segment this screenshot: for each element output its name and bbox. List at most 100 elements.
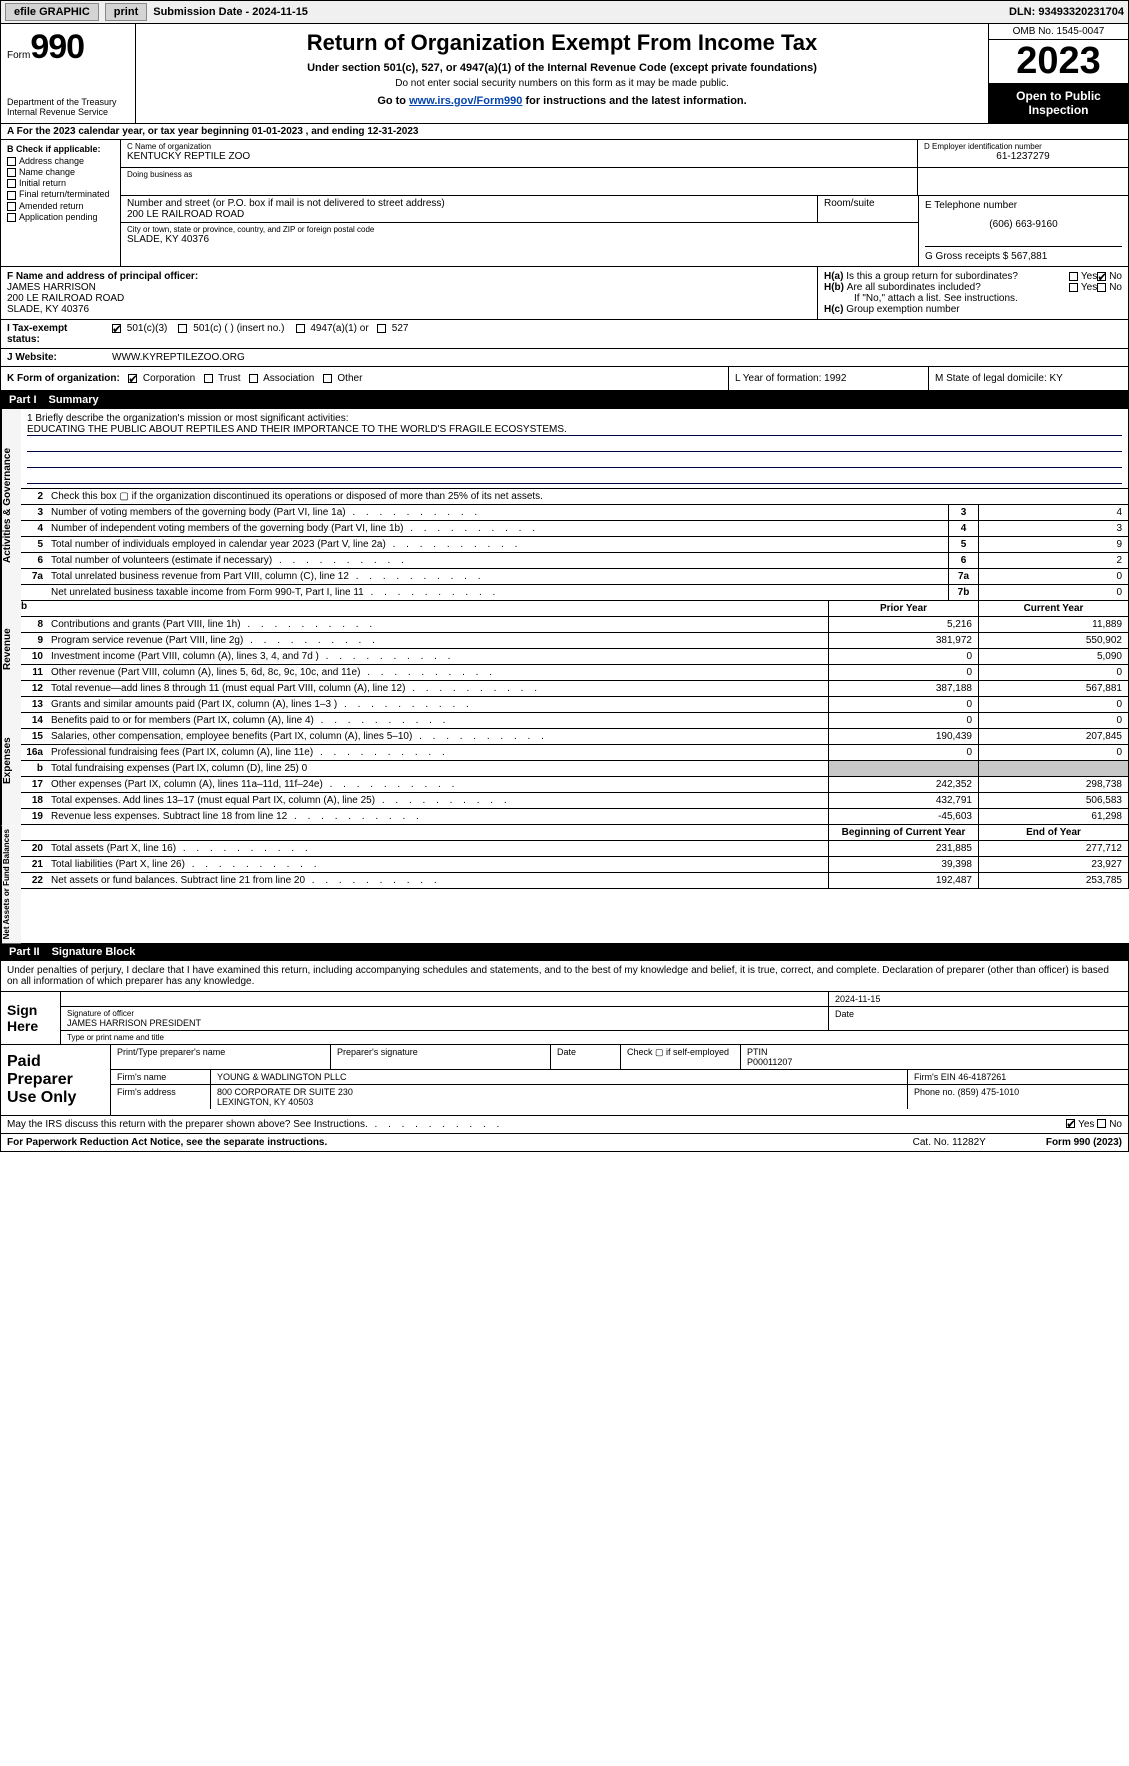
top-toolbar: efile GRAPHIC print Submission Date - 20… xyxy=(0,0,1129,24)
room-label: Room/suite xyxy=(824,198,912,209)
sign-here-block: Sign Here 2024-11-15 Signature of office… xyxy=(0,992,1129,1045)
form-org-row: K Form of organization: Corporation Trus… xyxy=(0,367,1129,391)
goto-link[interactable]: www.irs.gov/Form990 xyxy=(409,95,522,107)
taxexempt-label: I Tax-exempt status: xyxy=(1,320,106,348)
hb-yes[interactable] xyxy=(1069,283,1078,292)
chk-4947[interactable] xyxy=(296,324,305,333)
discuss-no[interactable] xyxy=(1097,1119,1106,1128)
data-row: 8Contributions and grants (Part VIII, li… xyxy=(21,617,1129,633)
preparer-label: Paid Preparer Use Only xyxy=(1,1045,111,1115)
gov-section: Activities & Governance 1 Briefly descri… xyxy=(0,409,1129,601)
state-domicile: M State of legal domicile: KY xyxy=(928,367,1128,390)
data-row: bTotal fundraising expenses (Part IX, co… xyxy=(21,761,1129,777)
year-formation: L Year of formation: 1992 xyxy=(728,367,928,390)
goto-post: for instructions and the latest informat… xyxy=(522,95,746,107)
dln-label: DLN: 93493320231704 xyxy=(1009,6,1124,18)
chk-amended[interactable] xyxy=(7,202,16,211)
firm-ein: 46-4187261 xyxy=(958,1072,1006,1082)
gross-value: 567,881 xyxy=(1011,251,1047,262)
type-name-lab: Type or print name and title xyxy=(61,1031,170,1044)
chk-other[interactable] xyxy=(323,374,332,383)
col-b: b xyxy=(21,601,47,616)
footer-right: Form 990 (2023) xyxy=(1046,1137,1122,1148)
form-prefix: Form xyxy=(7,50,30,61)
side-net: Net Assets or Fund Balances xyxy=(1,825,21,943)
hb-no[interactable] xyxy=(1097,283,1106,292)
officer-city: SLADE, KY 40376 xyxy=(7,304,811,315)
addr-value: 200 LE RAILROAD ROAD xyxy=(127,209,811,220)
hc-label: Group exemption number xyxy=(846,304,959,315)
efile-badge: efile GRAPHIC xyxy=(5,3,99,21)
addr-label: Number and street (or P.O. box if mail i… xyxy=(127,198,811,209)
print-button[interactable]: print xyxy=(105,3,147,21)
part1-header: Part I Summary xyxy=(0,391,1129,409)
col-current: Current Year xyxy=(978,601,1128,616)
data-row: 13Grants and similar amounts paid (Part … xyxy=(21,697,1129,713)
perjury-declaration: Under penalties of perjury, I declare th… xyxy=(0,961,1129,992)
org-name-label: C Name of organization xyxy=(127,142,911,151)
tel-label: E Telephone number xyxy=(925,200,1122,211)
gov-row: Net unrelated business taxable income fr… xyxy=(21,585,1129,601)
open-inspection: Open to Public Inspection xyxy=(989,83,1128,123)
ha-no[interactable] xyxy=(1097,272,1106,281)
gov-row: 4Number of independent voting members of… xyxy=(21,521,1129,537)
data-row: 15Salaries, other compensation, employee… xyxy=(21,729,1129,745)
data-row: 20Total assets (Part X, line 16)231,8852… xyxy=(21,841,1129,857)
chk-address[interactable] xyxy=(7,157,16,166)
chk-assoc[interactable] xyxy=(249,374,258,383)
gov-row: 7aTotal unrelated business revenue from … xyxy=(21,569,1129,585)
footer-left: For Paperwork Reduction Act Notice, see … xyxy=(7,1137,327,1148)
col-end: End of Year xyxy=(978,825,1128,840)
city-label: City or town, state or province, country… xyxy=(127,225,912,234)
dba-label: Doing business as xyxy=(127,170,911,179)
chk-pending[interactable] xyxy=(7,213,16,222)
ha-yes[interactable] xyxy=(1069,272,1078,281)
prep-sig-lab: Preparer's signature xyxy=(331,1045,551,1069)
data-row: 10Investment income (Part VIII, column (… xyxy=(21,649,1129,665)
officer-name: JAMES HARRISON xyxy=(7,282,811,293)
dept-irs: Internal Revenue Service xyxy=(7,107,129,117)
chk-527[interactable] xyxy=(377,324,386,333)
discuss-text: May the IRS discuss this return with the… xyxy=(7,1119,1066,1130)
data-row: 22Net assets or fund balances. Subtract … xyxy=(21,873,1129,889)
side-exp: Expenses xyxy=(1,697,21,825)
firm-addr2: LEXINGTON, KY 40503 xyxy=(217,1097,313,1107)
exp-section: Expenses 13Grants and similar amounts pa… xyxy=(0,697,1129,825)
prep-selfemp: Check ▢ if self-employed xyxy=(621,1045,741,1069)
mission-label: 1 Briefly describe the organization's mi… xyxy=(27,413,1122,424)
discuss-yes[interactable] xyxy=(1066,1119,1075,1128)
side-gov: Activities & Governance xyxy=(1,409,21,601)
net-section: Net Assets or Fund Balances Beginning of… xyxy=(0,825,1129,943)
officer-label: F Name and address of principal officer: xyxy=(7,271,811,282)
firm-addr1: 800 CORPORATE DR SUITE 230 xyxy=(217,1087,353,1097)
chk-corp[interactable] xyxy=(128,374,137,383)
chk-trust[interactable] xyxy=(204,374,213,383)
website-value: WWW.KYREPTILEZOO.ORG xyxy=(106,349,1128,366)
form-header: Form990 Department of the Treasury Inter… xyxy=(0,24,1129,124)
chk-final[interactable] xyxy=(7,191,16,200)
chk-initial[interactable] xyxy=(7,179,16,188)
phone-val: (859) 475-1010 xyxy=(958,1087,1020,1097)
gov-row: 2Check this box ▢ if the organization di… xyxy=(21,489,1129,505)
form-number: 990 xyxy=(30,28,84,66)
data-row: 14Benefits paid to or for members (Part … xyxy=(21,713,1129,729)
col-begin: Beginning of Current Year xyxy=(828,825,978,840)
gov-row: 3Number of voting members of the governi… xyxy=(21,505,1129,521)
data-row: 16aProfessional fundraising fees (Part I… xyxy=(21,745,1129,761)
data-row: 12Total revenue—add lines 8 through 11 (… xyxy=(21,681,1129,697)
firm-addr-lab: Firm's address xyxy=(111,1085,211,1109)
page-footer: For Paperwork Reduction Act Notice, see … xyxy=(0,1134,1129,1152)
part2-header: Part II Signature Block xyxy=(0,943,1129,961)
org-name: KENTUCKY REPTILE ZOO xyxy=(127,151,911,162)
gross-label: G Gross receipts $ xyxy=(925,251,1008,262)
part1-title: Summary xyxy=(49,394,99,406)
chk-501c3[interactable] xyxy=(112,324,121,333)
data-row: 9Program service revenue (Part VIII, lin… xyxy=(21,633,1129,649)
chk-501c[interactable] xyxy=(178,324,187,333)
footer-mid: Cat. No. 11282Y xyxy=(913,1137,986,1148)
data-row: 11Other revenue (Part VIII, column (A), … xyxy=(21,665,1129,681)
tax-year: 2023 xyxy=(989,40,1128,83)
rev-section: Revenue bPrior YearCurrent Year 8Contrib… xyxy=(0,601,1129,697)
chk-name[interactable] xyxy=(7,168,16,177)
website-row: J Website: WWW.KYREPTILEZOO.ORG xyxy=(0,349,1129,367)
